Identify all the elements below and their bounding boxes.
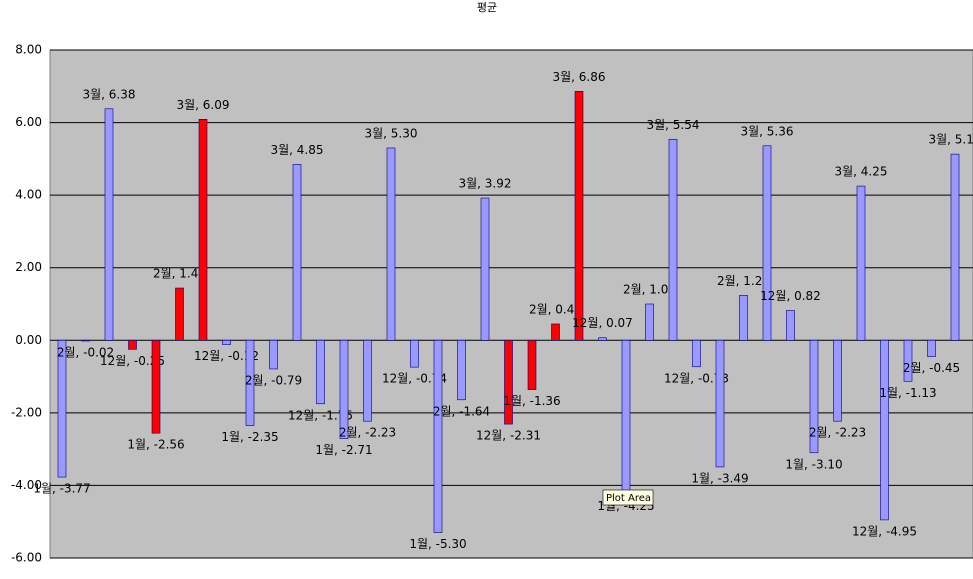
data-label: 12월, -0.25 bbox=[100, 354, 165, 368]
bar bbox=[128, 339, 137, 350]
data-label: 2월, 1.44 bbox=[153, 267, 206, 281]
chart-title: 평균 bbox=[477, 1, 497, 14]
bar bbox=[786, 310, 795, 341]
data-label: 2월, -0.02 bbox=[57, 346, 114, 360]
data-label: 3월, 6.38 bbox=[82, 87, 135, 101]
data-label: 12월, -2.31 bbox=[476, 429, 541, 443]
data-label: 1월, -5.30 bbox=[409, 537, 466, 551]
tooltip-box bbox=[602, 489, 654, 506]
bar bbox=[363, 339, 372, 422]
bar bbox=[809, 339, 819, 454]
tooltip-text: Plot Area bbox=[606, 493, 651, 504]
data-label: 3월, 3.92 bbox=[458, 177, 511, 191]
bar bbox=[645, 303, 654, 341]
bar bbox=[339, 339, 349, 439]
bar bbox=[433, 339, 443, 533]
data-label: 3월, 5.13 bbox=[928, 133, 973, 147]
data-label: 12월, 0.82 bbox=[760, 289, 821, 303]
bar bbox=[151, 339, 161, 434]
data-label: 1월, -2.35 bbox=[221, 430, 278, 444]
data-label: 12월, -4.95 bbox=[852, 524, 917, 538]
bar bbox=[856, 185, 866, 341]
bar bbox=[269, 339, 278, 370]
bar bbox=[574, 91, 584, 341]
bar bbox=[504, 339, 513, 425]
bar bbox=[386, 147, 396, 341]
data-label: 2월, 1.24 bbox=[717, 274, 770, 288]
bar bbox=[551, 323, 560, 341]
bar bbox=[222, 339, 231, 345]
data-label: 3월, 6.09 bbox=[176, 98, 229, 112]
y-tick-label: 8.00 bbox=[15, 43, 42, 57]
data-label: 1월, -3.10 bbox=[785, 457, 842, 471]
y-tick-label: 0.00 bbox=[15, 333, 42, 347]
bar bbox=[81, 339, 90, 342]
bar bbox=[621, 339, 631, 495]
data-label: 12월, -0.73 bbox=[664, 371, 729, 385]
bar bbox=[245, 339, 255, 426]
data-label: 2월, -2.23 bbox=[809, 426, 866, 440]
data-label: 3월, 4.85 bbox=[270, 143, 323, 157]
y-tick-label: 6.00 bbox=[15, 115, 42, 129]
data-label: 2월, -0.79 bbox=[245, 373, 302, 387]
bar bbox=[457, 339, 466, 401]
data-label: 1월, -3.49 bbox=[691, 471, 748, 485]
y-tick-label: -2.00 bbox=[11, 405, 42, 419]
bar bbox=[104, 108, 114, 341]
bar bbox=[292, 164, 302, 341]
data-label: 12월, -0.12 bbox=[194, 349, 259, 363]
bar bbox=[598, 337, 607, 341]
data-label: 12월, -1.75 bbox=[288, 408, 353, 422]
bar bbox=[715, 339, 725, 468]
bar bbox=[198, 119, 208, 341]
y-tick-label: -6.00 bbox=[11, 551, 42, 565]
data-label: 3월, 5.30 bbox=[364, 126, 417, 140]
bar bbox=[903, 339, 913, 382]
data-label: 3월, 6.86 bbox=[552, 70, 605, 84]
bar bbox=[950, 153, 960, 341]
bar bbox=[410, 339, 419, 368]
data-label: 12월, -0.74 bbox=[382, 372, 447, 386]
plot-area[interactable] bbox=[49, 49, 973, 559]
bar bbox=[480, 197, 490, 341]
bar bbox=[57, 339, 67, 478]
data-label: 3월, 4.25 bbox=[834, 165, 887, 179]
data-label: 1월, -2.71 bbox=[315, 443, 372, 457]
bar bbox=[527, 339, 537, 390]
bar bbox=[833, 339, 842, 422]
data-label: 2월, -2.23 bbox=[339, 426, 396, 440]
data-label: 1월, -2.56 bbox=[127, 438, 184, 452]
bar bbox=[739, 294, 748, 341]
bar bbox=[175, 287, 184, 341]
bar bbox=[762, 145, 772, 341]
bar bbox=[316, 339, 325, 405]
y-tick-label: 2.00 bbox=[15, 260, 42, 274]
data-label: 1월, -3.77 bbox=[33, 482, 90, 496]
data-label: 1월, -1.36 bbox=[503, 394, 560, 408]
y-tick-label: 4.00 bbox=[15, 188, 42, 202]
bar bbox=[927, 339, 936, 357]
y-tick-label: -4.00 bbox=[11, 478, 42, 492]
data-label: 12월, 0.07 bbox=[572, 316, 633, 330]
data-label: 2월, 1.00 bbox=[623, 283, 676, 297]
bar bbox=[692, 339, 701, 368]
data-label: 2월, -0.45 bbox=[903, 361, 960, 375]
data-label: 3월, 5.54 bbox=[646, 118, 699, 132]
data-label: 3월, 5.36 bbox=[740, 124, 793, 138]
data-label: 2월, -1.64 bbox=[433, 404, 490, 418]
data-label: 2월, 0.45 bbox=[529, 302, 582, 316]
bar bbox=[880, 339, 889, 521]
data-label: 1월, -1.13 bbox=[879, 386, 936, 400]
bar bbox=[668, 138, 678, 341]
tooltip: Plot Area bbox=[602, 489, 654, 506]
